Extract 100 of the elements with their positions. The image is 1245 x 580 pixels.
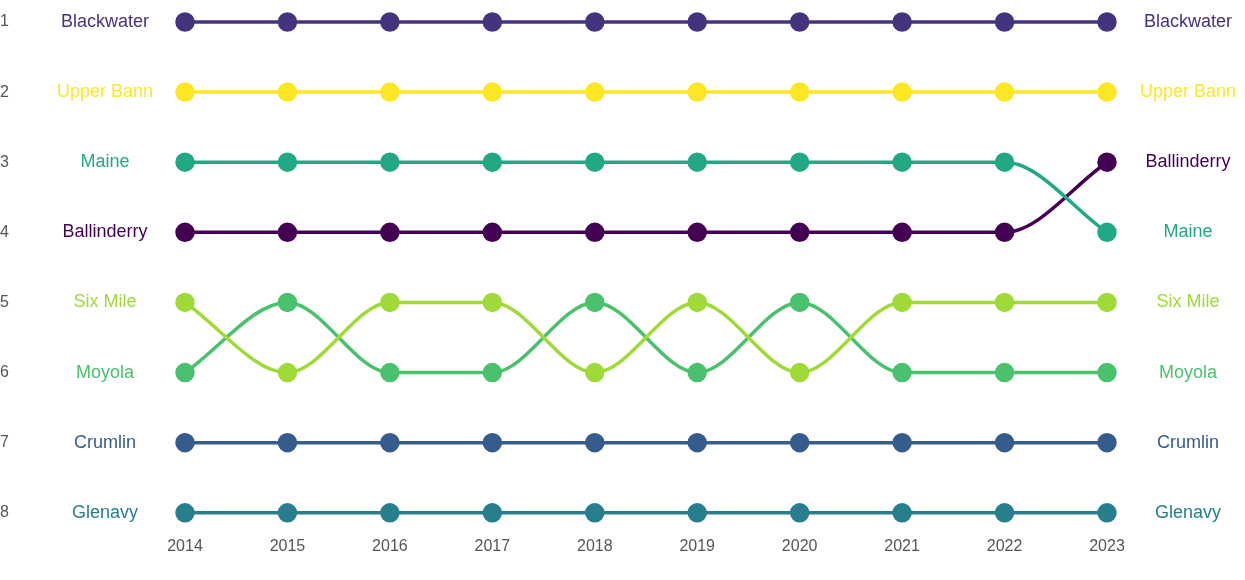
text: Moyola	[75, 361, 135, 382]
y-tick-label: 7	[0, 433, 9, 451]
point	[892, 432, 912, 453]
text: Maine	[80, 151, 130, 172]
point	[892, 503, 912, 523]
text: Six Mile	[1156, 291, 1220, 312]
text: Glenavy	[71, 501, 139, 522]
x-tick-label: 2020	[781, 536, 818, 554]
point	[175, 82, 195, 102]
point	[789, 82, 810, 102]
point	[482, 12, 503, 32]
y-tick-label: 3	[0, 152, 9, 170]
point	[585, 503, 605, 523]
point	[175, 12, 195, 32]
y-tick-label: 1	[0, 12, 9, 30]
point	[277, 222, 298, 243]
point	[687, 503, 707, 523]
point	[1097, 222, 1117, 243]
y-tick-label: 6	[0, 362, 9, 380]
y-tick-label: 8	[0, 503, 9, 521]
point	[1097, 82, 1117, 102]
point	[482, 292, 503, 313]
point	[994, 152, 1015, 172]
point	[277, 362, 298, 383]
point	[585, 222, 605, 243]
point	[994, 432, 1015, 453]
y-tick-label: 2	[0, 82, 9, 100]
point	[482, 152, 503, 172]
point	[892, 82, 912, 102]
point	[1097, 292, 1117, 313]
point	[789, 432, 810, 453]
point	[277, 292, 298, 313]
point	[687, 432, 707, 453]
point	[687, 152, 707, 172]
point	[585, 292, 605, 313]
point	[994, 222, 1015, 243]
point	[687, 12, 707, 32]
point	[380, 503, 400, 523]
point	[482, 362, 503, 383]
point	[277, 432, 298, 453]
point	[175, 222, 195, 243]
point	[1097, 432, 1117, 453]
point	[277, 82, 298, 102]
x-tick-label: 2018	[576, 536, 613, 554]
point	[482, 432, 503, 453]
point	[994, 503, 1015, 523]
point	[380, 82, 400, 102]
point	[175, 432, 195, 453]
point	[1097, 362, 1117, 383]
point	[277, 503, 298, 523]
text: Ballinderry	[1145, 151, 1231, 172]
point	[687, 362, 707, 383]
point	[380, 432, 400, 453]
point	[175, 292, 195, 313]
point	[789, 222, 810, 243]
point	[892, 292, 912, 313]
x-tick-label: 2017	[474, 536, 511, 554]
point	[380, 222, 400, 243]
text: Crumlin	[1156, 431, 1220, 452]
point	[789, 292, 810, 313]
point	[380, 12, 400, 32]
text: Six Mile	[73, 291, 137, 312]
text: Blackwater	[1143, 10, 1233, 31]
point	[687, 222, 707, 243]
point	[789, 152, 810, 172]
point	[175, 362, 195, 383]
point	[789, 12, 810, 32]
x-tick-label: 2019	[679, 536, 716, 554]
point	[585, 82, 605, 102]
point	[789, 362, 810, 383]
point	[994, 362, 1015, 383]
x-tick-label: 2016	[372, 536, 408, 554]
point	[482, 82, 503, 102]
point	[994, 292, 1015, 313]
point	[994, 82, 1015, 102]
point	[482, 222, 503, 243]
point	[892, 362, 912, 383]
point	[585, 12, 605, 32]
point	[1097, 503, 1117, 523]
text: Moyola	[1158, 361, 1218, 382]
point	[687, 82, 707, 102]
point	[585, 362, 605, 383]
text: Crumlin	[73, 431, 137, 452]
series-label: Upper Bann	[56, 81, 154, 102]
y-tick-label: 4	[0, 222, 9, 240]
point	[994, 12, 1015, 32]
x-tick-label: 2015	[269, 536, 306, 554]
series-label: Ballinderry	[62, 221, 148, 242]
point	[585, 432, 605, 453]
x-tick-label: 2023	[1089, 536, 1125, 554]
series-label: Blackwater	[60, 10, 150, 31]
point	[380, 152, 400, 172]
point	[1097, 152, 1117, 172]
point	[892, 152, 912, 172]
point	[687, 292, 707, 313]
point	[380, 362, 400, 383]
point	[585, 152, 605, 172]
point	[482, 503, 503, 523]
x-tick-label: 2014	[167, 536, 203, 554]
y-tick-label: 5	[0, 292, 9, 310]
